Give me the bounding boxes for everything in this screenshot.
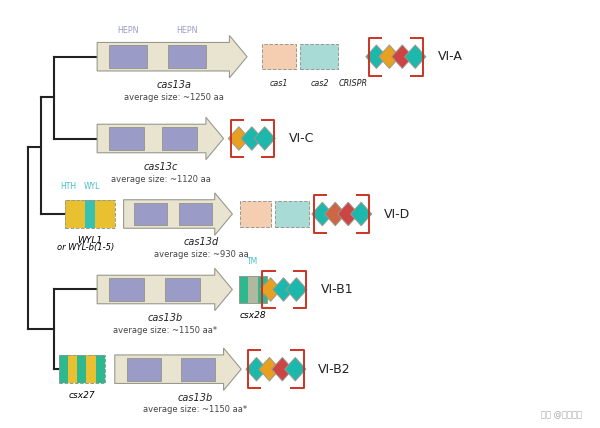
Text: cas2: cas2	[310, 78, 329, 87]
Polygon shape	[228, 127, 250, 150]
Bar	[59, 355, 105, 383]
Bar	[95, 200, 105, 228]
Text: average size: ~1150 aa*: average size: ~1150 aa*	[113, 326, 217, 335]
Bar	[65, 200, 115, 228]
Text: cas13b: cas13b	[147, 313, 182, 323]
Text: WYL: WYL	[83, 182, 100, 191]
Text: HTH: HTH	[60, 182, 76, 191]
Bar	[179, 203, 212, 225]
Bar	[134, 203, 167, 225]
Text: cas13d: cas13d	[184, 238, 219, 247]
Text: average size: ~1120 aa: average size: ~1120 aa	[111, 175, 211, 184]
Polygon shape	[260, 278, 281, 301]
Polygon shape	[124, 193, 232, 235]
Bar	[168, 45, 206, 68]
Bar	[262, 44, 296, 69]
Polygon shape	[246, 357, 267, 381]
Polygon shape	[312, 202, 333, 226]
Text: HEPN: HEPN	[176, 26, 197, 35]
Bar	[127, 358, 161, 380]
Text: HEPN: HEPN	[117, 26, 139, 35]
Text: cas13a: cas13a	[156, 80, 191, 90]
Bar	[109, 45, 147, 68]
Text: TM: TM	[247, 257, 259, 266]
Polygon shape	[272, 357, 293, 381]
Text: or WYL-b(1-5): or WYL-b(1-5)	[57, 244, 114, 253]
Text: VI-C: VI-C	[289, 132, 314, 145]
Bar	[65, 200, 75, 228]
Text: CRISPR: CRISPR	[338, 78, 367, 87]
Text: cas13c: cas13c	[143, 162, 178, 172]
Polygon shape	[254, 127, 275, 150]
Bar	[275, 202, 310, 226]
Text: VI-D: VI-D	[384, 208, 410, 220]
Bar	[239, 276, 248, 303]
Text: VI-B1: VI-B1	[320, 283, 353, 296]
Polygon shape	[273, 278, 294, 301]
Bar	[59, 355, 68, 383]
Text: average size: ~1150 aa*: average size: ~1150 aa*	[143, 405, 247, 414]
Text: VI-A: VI-A	[438, 50, 463, 63]
Polygon shape	[392, 45, 413, 68]
Bar	[85, 200, 95, 228]
Polygon shape	[97, 268, 232, 311]
Bar	[240, 202, 271, 226]
Polygon shape	[241, 127, 262, 150]
Bar	[105, 200, 115, 228]
Text: VI-B2: VI-B2	[318, 363, 351, 376]
Bar	[165, 278, 200, 301]
Bar	[95, 355, 105, 383]
Text: WYL1: WYL1	[77, 236, 103, 245]
Bar	[86, 355, 95, 383]
Polygon shape	[115, 348, 241, 390]
Bar	[248, 276, 257, 303]
Text: average size: ~930 aa: average size: ~930 aa	[154, 250, 248, 259]
Polygon shape	[259, 357, 280, 381]
Text: 知乎 @维真生物: 知乎 @维真生物	[541, 410, 582, 419]
Polygon shape	[338, 202, 359, 226]
Text: average size: ~1250 aa: average size: ~1250 aa	[124, 93, 224, 102]
Bar	[257, 276, 267, 303]
Bar	[75, 200, 85, 228]
Polygon shape	[379, 45, 400, 68]
Polygon shape	[285, 357, 306, 381]
Bar	[300, 44, 338, 69]
Bar	[109, 127, 144, 150]
Polygon shape	[97, 36, 247, 78]
Polygon shape	[325, 202, 346, 226]
Polygon shape	[286, 278, 307, 301]
Text: csx28: csx28	[239, 311, 266, 320]
Bar	[68, 355, 77, 383]
Text: csx27: csx27	[68, 391, 95, 400]
Text: cas13b: cas13b	[178, 392, 213, 403]
Bar	[162, 127, 197, 150]
Polygon shape	[97, 117, 224, 160]
Polygon shape	[366, 45, 387, 68]
Polygon shape	[350, 202, 372, 226]
Bar	[239, 276, 267, 303]
Bar	[109, 278, 144, 301]
Text: cas1: cas1	[269, 78, 288, 87]
Bar	[77, 355, 86, 383]
Polygon shape	[404, 45, 426, 68]
Bar	[181, 358, 215, 380]
